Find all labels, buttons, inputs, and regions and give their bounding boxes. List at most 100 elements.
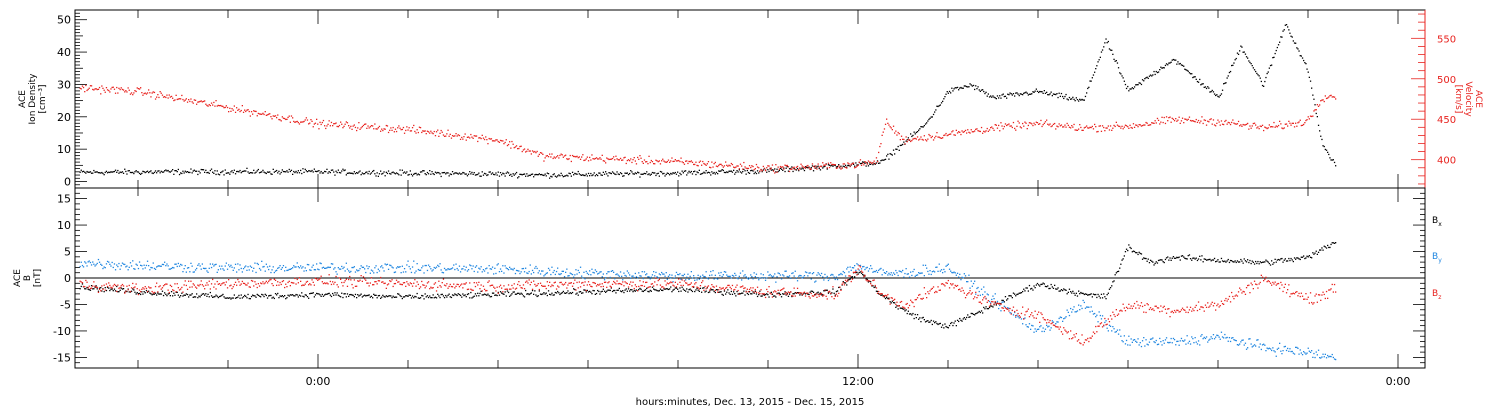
data-point	[480, 290, 482, 292]
data-point	[414, 130, 416, 133]
data-point	[432, 294, 434, 296]
data-point	[225, 297, 227, 299]
data-point	[138, 88, 141, 90]
data-point	[394, 128, 397, 130]
data-point	[929, 270, 931, 272]
data-point	[1023, 92, 1025, 94]
data-point	[185, 293, 187, 295]
data-point	[114, 290, 117, 292]
data-point	[1012, 292, 1015, 294]
data-point	[924, 139, 927, 141]
data-point	[378, 280, 381, 282]
data-point	[726, 291, 728, 293]
data-point	[1178, 63, 1180, 65]
data-point	[647, 276, 649, 278]
data-point	[648, 276, 650, 278]
data-point	[192, 102, 194, 104]
data-point	[1025, 324, 1027, 326]
data-point	[1212, 334, 1215, 336]
data-point	[737, 293, 739, 295]
data-point	[946, 264, 948, 266]
data-point	[860, 268, 863, 270]
data-point	[937, 105, 939, 108]
data-point	[834, 164, 836, 166]
data-point	[565, 292, 567, 294]
data-point	[214, 264, 216, 266]
data-point	[322, 172, 325, 174]
data-point	[302, 168, 304, 170]
data-point	[1063, 288, 1065, 290]
data-point	[310, 269, 312, 271]
data-point	[255, 271, 257, 274]
data-point	[639, 176, 641, 178]
data-point	[1112, 53, 1114, 55]
data-point	[586, 175, 588, 177]
data-point	[297, 266, 299, 268]
data-point	[431, 297, 433, 299]
data-point	[547, 156, 550, 158]
data-point	[830, 274, 832, 276]
data-point	[598, 158, 600, 160]
data-point	[443, 135, 446, 137]
data-point	[182, 291, 184, 293]
data-point	[768, 296, 770, 298]
data-point	[423, 130, 425, 132]
data-point	[132, 94, 134, 96]
data-point	[823, 166, 825, 168]
data-point	[1239, 261, 1241, 263]
data-point	[1170, 259, 1172, 261]
data-point	[1159, 337, 1161, 340]
data-point	[311, 266, 313, 268]
data-point	[287, 116, 289, 119]
data-point	[438, 135, 440, 137]
data-point	[1117, 333, 1120, 335]
data-point	[1127, 126, 1129, 128]
data-point	[1127, 249, 1129, 252]
data-point	[623, 175, 625, 177]
data-point	[98, 172, 101, 174]
data-point	[1220, 257, 1223, 260]
data-point	[553, 269, 555, 272]
data-point	[914, 275, 916, 277]
data-point	[910, 313, 912, 315]
data-point	[921, 317, 923, 319]
data-point	[793, 168, 795, 170]
data-point	[683, 170, 686, 172]
data-point	[1030, 328, 1032, 330]
data-point	[80, 285, 82, 288]
data-point	[1281, 127, 1283, 129]
data-point	[951, 271, 953, 274]
data-point	[899, 307, 901, 309]
data-point	[715, 165, 718, 167]
data-point	[761, 277, 763, 279]
data-point	[1219, 94, 1221, 97]
data-point	[130, 92, 133, 94]
data-point	[1038, 123, 1040, 125]
data-point	[616, 273, 618, 275]
data-point	[720, 291, 722, 293]
data-point	[1236, 123, 1239, 125]
data-point	[583, 159, 585, 162]
data-point	[1191, 336, 1193, 338]
data-point	[1131, 341, 1133, 343]
data-point	[808, 167, 810, 169]
data-point	[579, 291, 582, 293]
data-point	[1119, 125, 1121, 128]
data-point	[1212, 91, 1215, 93]
data-point	[683, 273, 686, 275]
data-point	[104, 267, 106, 269]
data-point	[964, 318, 967, 320]
data-point	[326, 267, 328, 269]
data-point	[497, 171, 499, 173]
data-point	[854, 265, 856, 267]
data-point	[176, 283, 178, 285]
data-point	[326, 282, 328, 284]
data-point	[784, 170, 786, 173]
data-point	[438, 265, 440, 268]
data-point	[690, 170, 692, 173]
data-point	[1048, 325, 1050, 327]
data-point	[769, 273, 771, 276]
data-point	[1066, 309, 1068, 311]
series-black	[79, 24, 1337, 179]
data-point	[1177, 119, 1179, 121]
